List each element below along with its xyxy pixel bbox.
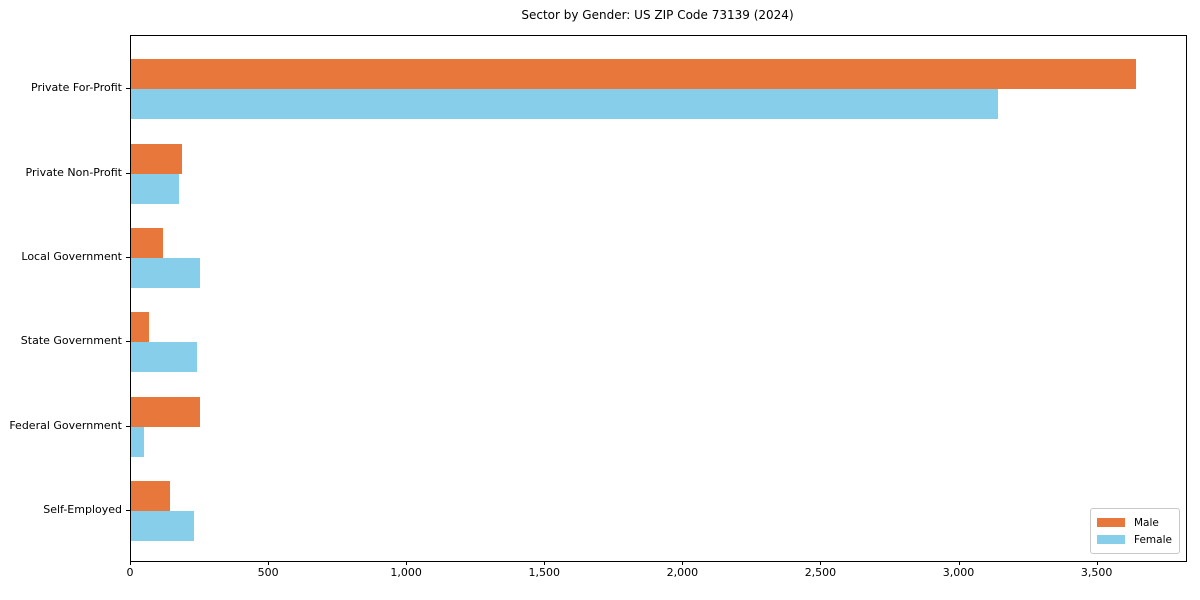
- y-tick-mark: [126, 510, 130, 511]
- legend-label-female: Female: [1134, 533, 1172, 546]
- x-tick-label: 1,500: [528, 566, 561, 579]
- x-tick-mark: [1096, 561, 1098, 565]
- y-tick-label-federal-government: Federal Government: [9, 418, 122, 432]
- bar-male-state-government: [131, 312, 149, 343]
- y-tick-mark: [126, 341, 130, 343]
- x-tick-label: 2,500: [804, 566, 837, 579]
- bar-male-private-non-profit: [131, 143, 183, 174]
- x-tick-mark: [820, 561, 822, 565]
- bar-male-federal-government: [131, 396, 201, 427]
- x-tick-mark: [544, 561, 546, 565]
- bar-female-private-for-profit: [131, 89, 999, 120]
- y-tick-mark: [126, 172, 130, 174]
- x-tick-mark: [406, 561, 408, 565]
- bar-male-self-employed: [131, 481, 170, 511]
- bar-male-local-government: [131, 227, 163, 258]
- x-tick-label: 3,500: [1080, 566, 1113, 579]
- x-tick-label: 500: [257, 566, 279, 579]
- y-tick-label-self-employed: Self-Employed: [43, 503, 122, 516]
- bar-female-local-government: [131, 257, 201, 288]
- y-tick-label-private-for-profit: Private For-Profit: [31, 81, 122, 95]
- bar-female-federal-government: [131, 426, 145, 457]
- x-tick-mark: [130, 561, 131, 565]
- x-tick-mark: [958, 561, 960, 565]
- legend-label-male: Male: [1134, 516, 1159, 529]
- y-tick-label-private-non-profit: Private Non-Profit: [25, 165, 122, 179]
- x-tick-mark: [268, 561, 270, 565]
- legend: Male Female: [1090, 508, 1180, 554]
- legend-entry-female: Female: [1097, 534, 1179, 546]
- legend-entry-male: Male: [1097, 517, 1179, 529]
- x-tick-label: 1,000: [390, 566, 422, 579]
- plot-area: [130, 35, 1187, 562]
- y-tick-mark: [126, 88, 130, 90]
- bar-female-self-employed: [131, 511, 194, 541]
- bar-female-state-government: [131, 342, 198, 373]
- female-color-swatch: [1097, 535, 1125, 544]
- y-tick-mark: [126, 425, 130, 427]
- x-tick-mark: [682, 561, 684, 565]
- y-tick-label-local-government: Local Government: [21, 249, 122, 263]
- male-color-swatch: [1097, 518, 1125, 527]
- bar-female-private-non-profit: [131, 173, 180, 204]
- x-tick-label: 2,000: [666, 566, 699, 579]
- x-tick-label: 3,000: [942, 566, 975, 579]
- chart-title: Sector by Gender: US ZIP Code 73139 (202…: [521, 8, 794, 22]
- bar-male-private-for-profit: [131, 59, 1137, 90]
- y-tick-label-state-government: State Government: [20, 334, 122, 348]
- y-tick-mark: [126, 256, 130, 258]
- x-tick-label: 0: [126, 566, 134, 579]
